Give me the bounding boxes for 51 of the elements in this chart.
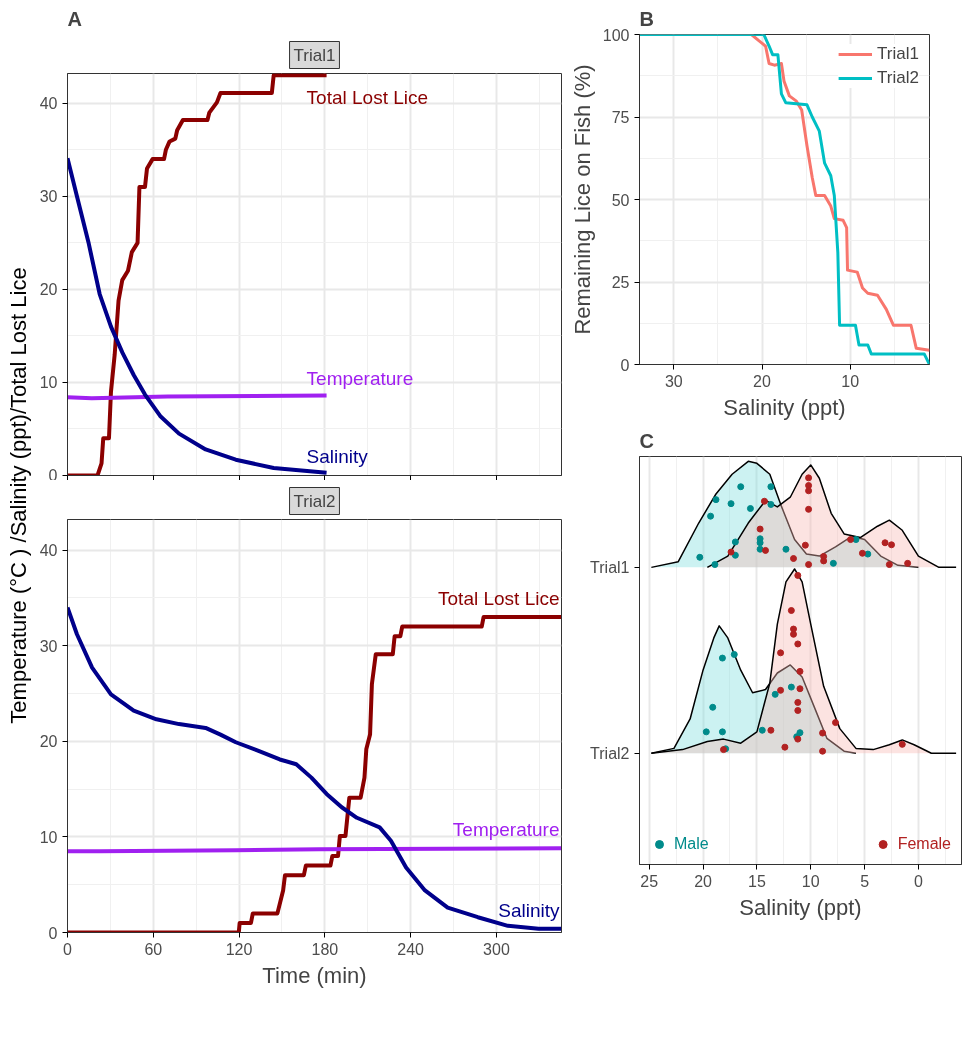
chart-title: Trial2 — [293, 491, 336, 511]
legend-label: Trial2 — [877, 68, 919, 88]
x-tick-label: 5 — [860, 872, 870, 890]
x-axis-title: Salinity (ppt) — [723, 394, 846, 420]
y-tick-label: 0 — [620, 356, 630, 374]
x-tick-label: 0 — [913, 872, 923, 890]
legend-label: Male — [674, 835, 709, 853]
x-axis-title: Salinity (ppt) — [739, 894, 862, 920]
chart-title: Trial1 — [293, 45, 336, 65]
series-label: Salinity — [306, 445, 369, 467]
y-tick-label: 25 — [611, 274, 630, 291]
y-axis-title: Temperature (°C ) /Salinity (ppt)/Total Lost Lice — [6, 267, 31, 724]
series-label: Temperature — [452, 819, 560, 841]
x-tick-label: 10 — [841, 372, 860, 390]
x-tick-label: 25 — [640, 872, 659, 890]
series-label: Temperature — [306, 368, 414, 390]
x-tick-label: 180 — [311, 940, 339, 958]
series-label: Total Lost Lice — [306, 87, 429, 109]
legend-label: Female — [897, 835, 951, 853]
x-tick-label: 0 — [63, 940, 73, 958]
y-axis-title: Remaining Lice on Fish (%) — [569, 64, 595, 335]
category-label: Trial2 — [590, 744, 630, 762]
y-tick-label: 0 — [48, 924, 58, 942]
y-tick-label: 10 — [39, 828, 58, 846]
y-tick-label: 50 — [611, 191, 630, 209]
y-tick-label: 20 — [39, 733, 58, 751]
x-tick-label: 30 — [664, 372, 683, 390]
x-tick-label: 10 — [801, 872, 820, 890]
x-tick-label: 240 — [397, 940, 425, 958]
series-label: Total Lost Lice — [438, 588, 560, 610]
y-tick-label: 100 — [602, 26, 630, 44]
text: C — [639, 429, 654, 452]
y-tick-label: 30 — [39, 637, 58, 655]
category-label: Trial1 — [590, 558, 630, 576]
x-tick-label: 120 — [225, 940, 253, 958]
series-label: Salinity — [498, 899, 560, 921]
x-tick-label: 20 — [694, 872, 713, 890]
y-tick-label: 40 — [39, 542, 58, 560]
legend-label: Trial1 — [877, 44, 919, 64]
y-tick-label: 0 — [48, 466, 58, 484]
y-tick-label: 30 — [39, 188, 58, 206]
text: B — [639, 7, 654, 30]
y-tick-label: 40 — [39, 95, 58, 113]
text: A — [67, 7, 82, 30]
x-tick-label: 300 — [483, 940, 510, 958]
x-tick-label: 15 — [747, 872, 766, 890]
x-tick-label: 20 — [753, 372, 772, 390]
y-tick-label: 75 — [611, 109, 630, 126]
y-tick-label: 20 — [39, 281, 58, 299]
x-axis-title: Time (min) — [262, 962, 367, 988]
x-tick-label: 60 — [144, 940, 163, 958]
